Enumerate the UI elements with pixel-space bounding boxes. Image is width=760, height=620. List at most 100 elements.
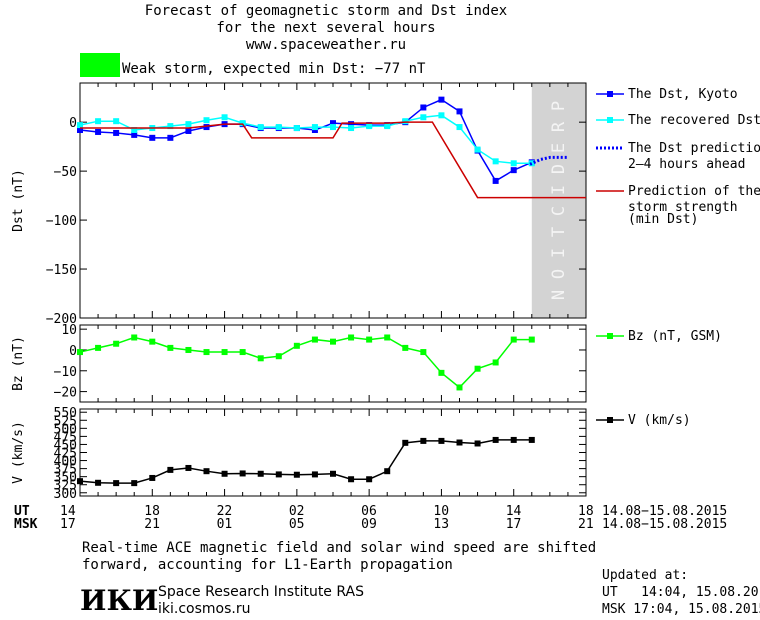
data-point (95, 118, 102, 125)
y-tick-label: 525 (54, 414, 77, 429)
chart-title-line2: for the next several hours (216, 20, 436, 36)
y-tick-label: 550 (54, 406, 77, 421)
updated-ut: UT 14:04, 15.08.2015 (602, 585, 760, 600)
series-line (529, 155, 568, 166)
legend-label: The recovered Dst (628, 113, 760, 128)
prediction-letter: N (549, 290, 569, 300)
legend-label: V (km/s) (628, 413, 691, 428)
legend-entry: The recovered Dst (596, 113, 760, 128)
data-point (221, 349, 228, 356)
data-point (293, 125, 300, 132)
iki-logo: ИКИ (80, 584, 159, 617)
msk-tick-label: 17 (60, 517, 76, 532)
data-point (221, 470, 228, 477)
y-tick-label: −20 (54, 386, 77, 401)
ut-tick-label: 14 (60, 504, 76, 519)
legend-marker (607, 91, 613, 97)
data-point (438, 369, 445, 376)
data-point (77, 122, 83, 129)
msk-tick-label: 13 (433, 517, 449, 532)
data-point (95, 479, 102, 486)
data-point (366, 123, 373, 130)
data-point (492, 177, 499, 184)
data-point (492, 436, 499, 443)
y-tick-label: −200 (46, 312, 77, 327)
ut-tick-label: 18 (144, 504, 160, 519)
data-point (293, 342, 300, 349)
y-tick-label: 475 (54, 430, 77, 445)
data-point (438, 437, 445, 444)
data-point (203, 117, 210, 124)
data-point (113, 129, 120, 136)
panel-frame (79, 82, 587, 319)
prediction-letter: I (549, 185, 569, 195)
storm-level-swatch (80, 53, 120, 77)
prediction-letter: I (549, 248, 569, 258)
msk-tick-label: 01 (217, 517, 233, 532)
series-line (80, 121, 586, 199)
data-point (438, 112, 445, 119)
prediction-letter: P (549, 101, 569, 111)
institute-url[interactable]: iki.cosmos.ru (158, 601, 251, 617)
data-point (528, 336, 535, 343)
data-point (113, 340, 120, 347)
series-line (79, 98, 533, 182)
data-point (257, 470, 264, 477)
data-point (185, 121, 192, 128)
prediction-letter: T (549, 227, 569, 237)
ut-label: UT (14, 504, 30, 519)
data-point (239, 470, 246, 477)
prediction-letter: R (549, 121, 569, 132)
data-point (131, 131, 138, 138)
data-point (167, 134, 174, 141)
y-tick-label: −10 (54, 365, 77, 380)
y-tick-label: 10 (61, 323, 77, 338)
data-point (438, 96, 445, 103)
legend-label: Bz (nT, GSM) (628, 329, 722, 344)
data-point (456, 439, 463, 446)
legend-entry: V (km/s) (596, 413, 691, 428)
y-tick-label: 500 (54, 422, 77, 437)
legend-entry: Bz (nT, GSM) (596, 329, 722, 344)
data-point (167, 123, 174, 130)
y-tick-label: 325 (54, 479, 77, 494)
panel-0: PR E D I C T I O N 0 −50 −100 −150 −200 Dst (nT) (11, 82, 587, 327)
data-point (113, 480, 120, 487)
data-point (420, 104, 427, 111)
data-point (402, 118, 409, 125)
data-point (366, 336, 373, 343)
msk-label: MSK (14, 517, 38, 532)
msk-tick-label: 09 (361, 517, 377, 532)
ut-tick-label: 10 (433, 504, 449, 519)
data-point (95, 128, 102, 135)
data-point (167, 344, 174, 351)
data-point (366, 476, 373, 483)
ut-tick-label: 22 (217, 504, 233, 519)
data-point (348, 121, 355, 128)
data-point (185, 464, 192, 471)
prediction-letter: E (549, 143, 569, 153)
y-tick-label: 400 (54, 455, 77, 470)
y-tick-label: −50 (54, 165, 77, 180)
data-point (474, 146, 481, 153)
y-tick-label: 375 (54, 463, 77, 478)
data-point (384, 334, 391, 341)
data-point (330, 124, 336, 131)
ut-tick-label: 02 (289, 504, 305, 519)
data-point (330, 470, 336, 477)
y-tick-label: 425 (54, 447, 77, 462)
data-point (113, 118, 120, 125)
prediction-zone (531, 83, 586, 318)
data-point (456, 124, 463, 131)
y-tick-label: −100 (46, 214, 77, 229)
data-point (95, 344, 102, 351)
y-tick-label: 450 (54, 438, 77, 453)
data-point (474, 365, 481, 372)
y-tick-label: 0 (69, 116, 77, 131)
prediction-letter: D (549, 164, 569, 174)
institute-name: Space Research Institute RAS (158, 584, 364, 600)
footer-note-line1: Real-time ACE magnetic field and solar w… (82, 540, 597, 556)
updated-label: Updated at: (602, 568, 689, 583)
